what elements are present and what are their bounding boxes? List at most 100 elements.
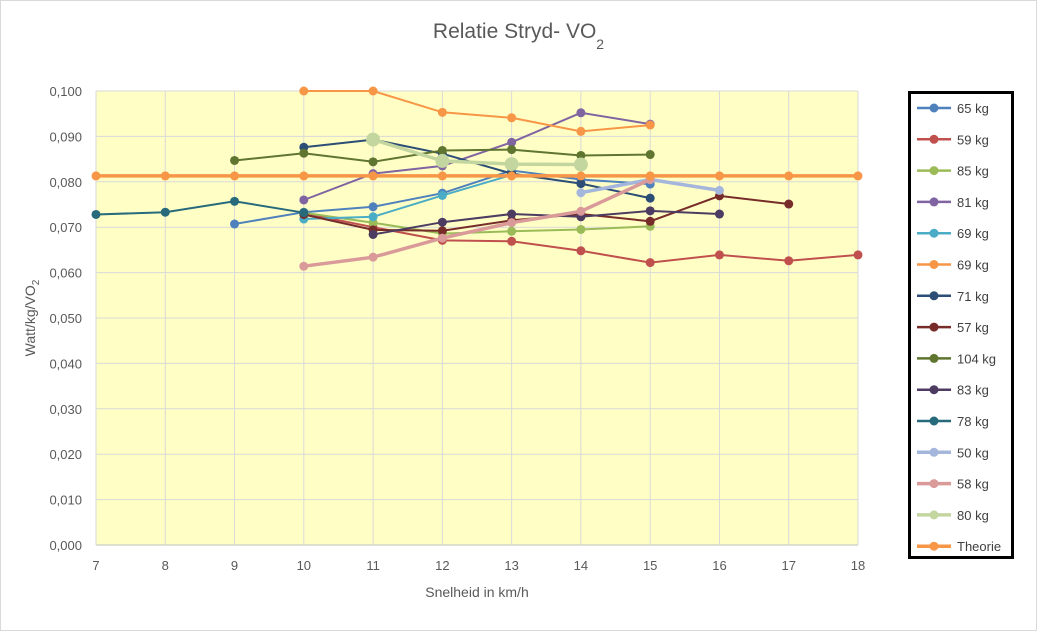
y-axis-label-subscript: 2: [31, 279, 42, 285]
series-theorie: [91, 171, 863, 181]
data-point: [645, 193, 655, 203]
data-point: [576, 126, 586, 136]
legend-label: 104 kg: [957, 351, 996, 366]
data-point: [507, 137, 517, 147]
legend-marker: [929, 166, 939, 176]
data-point: [368, 171, 378, 181]
series-lines: [91, 86, 863, 271]
series-line: [303, 177, 651, 268]
series-line: [95, 200, 304, 216]
x-tick-label: 12: [435, 558, 449, 573]
data-point: [299, 148, 309, 158]
data-point: [230, 196, 240, 206]
legend-label: 58 kg: [957, 477, 989, 492]
data-point: [160, 171, 170, 181]
data-point: [714, 209, 724, 219]
data-point: [784, 199, 794, 209]
y-tick-label: 0,020: [49, 447, 82, 462]
legend-label: 59 kg: [957, 132, 989, 147]
legend-marker: [929, 260, 939, 269]
legend-marker: [929, 510, 939, 520]
series-line: [303, 211, 651, 235]
legend-item: 50 kg: [917, 445, 989, 460]
data-point: [368, 86, 378, 96]
data-point: [299, 208, 309, 218]
data-point: [645, 120, 655, 130]
x-tick-label: 13: [504, 558, 518, 573]
data-point: [437, 171, 447, 181]
series-78-kg: [91, 196, 309, 219]
chart-title: Relatie Stryd- VO2: [0, 20, 1037, 52]
data-point: [576, 171, 586, 181]
data-point: [437, 107, 447, 117]
chart-title-main: Relatie Stryd- VO: [432, 20, 597, 43]
y-axis-label-main: Watt/kg/VO: [22, 285, 38, 356]
x-tick-label: 16: [712, 558, 726, 573]
legend-item: 69 kg: [917, 226, 989, 241]
legend-label: 85 kg: [957, 164, 989, 179]
data-point: [576, 108, 586, 118]
series-line: [303, 90, 651, 133]
data-point: [91, 209, 101, 219]
legend-marker: [929, 541, 939, 551]
x-tick-label: 9: [231, 558, 238, 573]
legend-item: 57 kg: [917, 320, 989, 335]
series-80-kg: [366, 132, 588, 172]
data-point: [437, 190, 447, 200]
legend-marker: [929, 228, 939, 238]
data-point: [576, 188, 586, 198]
x-tick-label: 7: [92, 558, 99, 573]
legend-marker: [929, 416, 939, 426]
chart-title-subscript: 2: [596, 36, 605, 53]
data-point: [784, 256, 794, 266]
legend-marker: [929, 322, 939, 332]
data-point: [230, 155, 240, 165]
data-point: [368, 229, 378, 239]
grid-lines: [95, 90, 859, 546]
x-tick-label: 15: [643, 558, 657, 573]
x-tick-label: 17: [781, 558, 795, 573]
legend-item: 69 kg: [917, 258, 989, 273]
legend-item: 104 kg: [917, 351, 996, 366]
data-point: [160, 207, 170, 217]
data-point: [368, 202, 378, 212]
data-point: [437, 217, 447, 227]
series-line: [303, 174, 512, 220]
data-point: [853, 171, 863, 181]
data-point: [435, 153, 450, 168]
legend-item: 80 kg: [917, 508, 989, 523]
data-point: [299, 86, 309, 96]
legend-marker: [929, 385, 939, 395]
x-tick-label: 14: [574, 558, 588, 573]
y-tick-label: 0,030: [49, 402, 82, 417]
legend-label: 80 kg: [957, 508, 989, 523]
legend-label: 81 kg: [957, 195, 989, 210]
legend-marker: [929, 134, 939, 144]
y-tick-label: 0,010: [49, 493, 82, 508]
data-point: [437, 145, 447, 155]
data-point: [366, 132, 381, 147]
legend-item: 71 kg: [917, 289, 989, 304]
data-point: [645, 258, 655, 268]
data-point: [368, 252, 378, 262]
data-point: [437, 226, 447, 236]
data-point: [507, 145, 517, 155]
legend-label: 69 kg: [957, 258, 989, 273]
data-point: [299, 171, 309, 181]
y-tick-label: 0,050: [49, 311, 82, 326]
series-104-kg: [230, 145, 655, 167]
data-point: [507, 113, 517, 123]
legend-marker: [929, 197, 939, 207]
data-point: [368, 157, 378, 167]
legend-marker: [929, 447, 939, 457]
data-point: [504, 157, 519, 172]
data-point: [645, 150, 655, 160]
legend-label: Theorie: [957, 539, 1001, 554]
data-point: [853, 250, 863, 260]
legend-item: 65 kg: [917, 101, 989, 116]
y-tick-label: 0,040: [49, 356, 82, 371]
data-point: [230, 171, 240, 181]
data-point: [573, 157, 588, 172]
legend-item: 81 kg: [917, 195, 989, 210]
